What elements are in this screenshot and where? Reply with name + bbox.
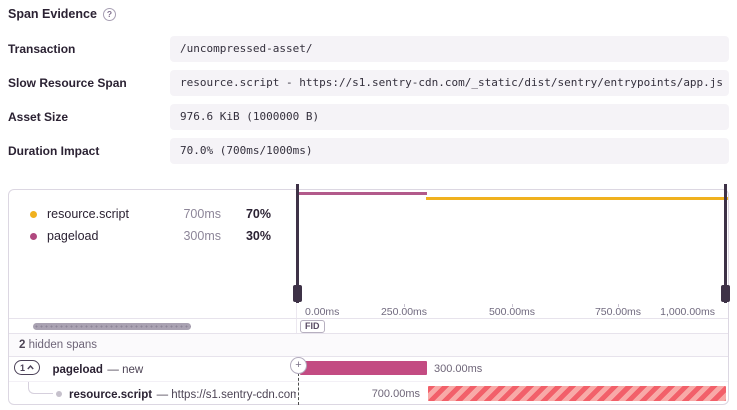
group-count: 1 <box>20 362 26 373</box>
divider-crosshair-handle[interactable]: + <box>290 357 307 374</box>
slow-resource-span-value: resource.script - https://s1.sentry-cdn.… <box>170 70 729 96</box>
span-op: pageload <box>52 364 103 376</box>
legend-item-pageload[interactable]: pageload 300ms 30% <box>30 225 271 247</box>
transaction-label: Transaction <box>8 42 76 56</box>
spans-scrollbar-thumb[interactable] <box>33 323 191 330</box>
legend-dot-pageload <box>30 232 37 240</box>
axis-label-500ms: 500.00ms <box>488 306 536 318</box>
page-title: Span Evidence <box>8 7 97 21</box>
span-op: resource.script <box>69 389 153 401</box>
minimap-row: FID <box>9 318 728 334</box>
span-description: https://s1.sentry-cdn.com/ <box>171 389 296 401</box>
chevron-up-icon <box>27 365 34 370</box>
separator: — <box>107 364 119 376</box>
span-duration: 700.00ms <box>371 388 420 400</box>
axis-tick <box>404 304 405 307</box>
span-row-pageload[interactable]: 1 pageload — new 300.00ms + <box>9 357 728 381</box>
tree-connector <box>28 382 53 394</box>
hidden-spans-label: hidden spans <box>28 339 98 351</box>
axis-label-250ms: 250.00ms <box>380 306 428 318</box>
asset-size-value: 976.6 KiB (1000000 B) <box>170 104 729 130</box>
fid-vital-badge: FID <box>300 320 325 333</box>
duration-impact-value: 70.0% (700ms/1000ms) <box>170 138 729 164</box>
span-description-cell[interactable]: 1 pageload — new <box>9 357 296 381</box>
asset-size-label: Asset Size <box>8 110 69 124</box>
handle-grip <box>721 285 730 302</box>
span-group-toggle[interactable]: 1 <box>14 360 41 376</box>
span-bar-pageload <box>300 361 427 375</box>
handle-grip <box>293 285 302 302</box>
axis-tick <box>618 304 619 307</box>
legend-duration: 300ms <box>183 229 221 243</box>
legend-dot-resource-script <box>30 210 37 218</box>
span-chart-panel: resource.script 700ms 70% pageload 300ms… <box>8 184 730 405</box>
span-description-cell[interactable]: resource.script — https://s1.sentry-cdn.… <box>9 382 296 406</box>
hidden-spans-row: 2 hidden spans <box>9 334 728 357</box>
span-description: new <box>122 364 144 376</box>
span-row-resource-script[interactable]: resource.script — https://s1.sentry-cdn.… <box>9 381 728 405</box>
legend-label: resource.script <box>47 207 129 221</box>
legend-label: pageload <box>47 229 99 243</box>
pageload-series-line <box>297 192 427 195</box>
duration-chart <box>293 184 730 303</box>
legend-percent: 70% <box>245 207 271 221</box>
span-duration: 300.00ms <box>434 363 483 375</box>
tree-dot <box>56 391 62 397</box>
chart-legend: resource.script 700ms 70% pageload 300ms… <box>9 190 296 318</box>
section-header: Span Evidence ? <box>8 7 116 21</box>
resource-script-series-line <box>426 197 728 200</box>
divider-dashed-line <box>298 373 299 405</box>
slow-resource-span-label: Slow Resource Span <box>8 76 127 90</box>
duration-impact-label: Duration Impact <box>8 144 100 158</box>
legend-item-resource-script[interactable]: resource.script 700ms 70% <box>30 203 271 225</box>
time-window-handle-right[interactable] <box>721 184 730 303</box>
transaction-value: /uncompressed-asset/ <box>170 36 729 62</box>
axis-label-0ms: 0.00ms <box>305 306 340 318</box>
legend-duration: 700ms <box>183 207 221 221</box>
axis-label-1000ms: 1,000.00ms <box>660 306 715 318</box>
separator: — <box>156 389 169 401</box>
x-axis: 0.00ms 250.00ms 500.00ms 750.00ms 1,000.… <box>296 303 728 318</box>
hidden-spans-count: 2 <box>19 339 26 351</box>
axis-label-750ms: 750.00ms <box>594 306 642 318</box>
time-window-handle-left[interactable] <box>293 184 302 303</box>
span-bar-resource-script-striped <box>428 386 726 401</box>
help-icon[interactable]: ? <box>102 7 116 21</box>
axis-tick <box>512 304 513 307</box>
legend-percent: 30% <box>245 229 271 243</box>
